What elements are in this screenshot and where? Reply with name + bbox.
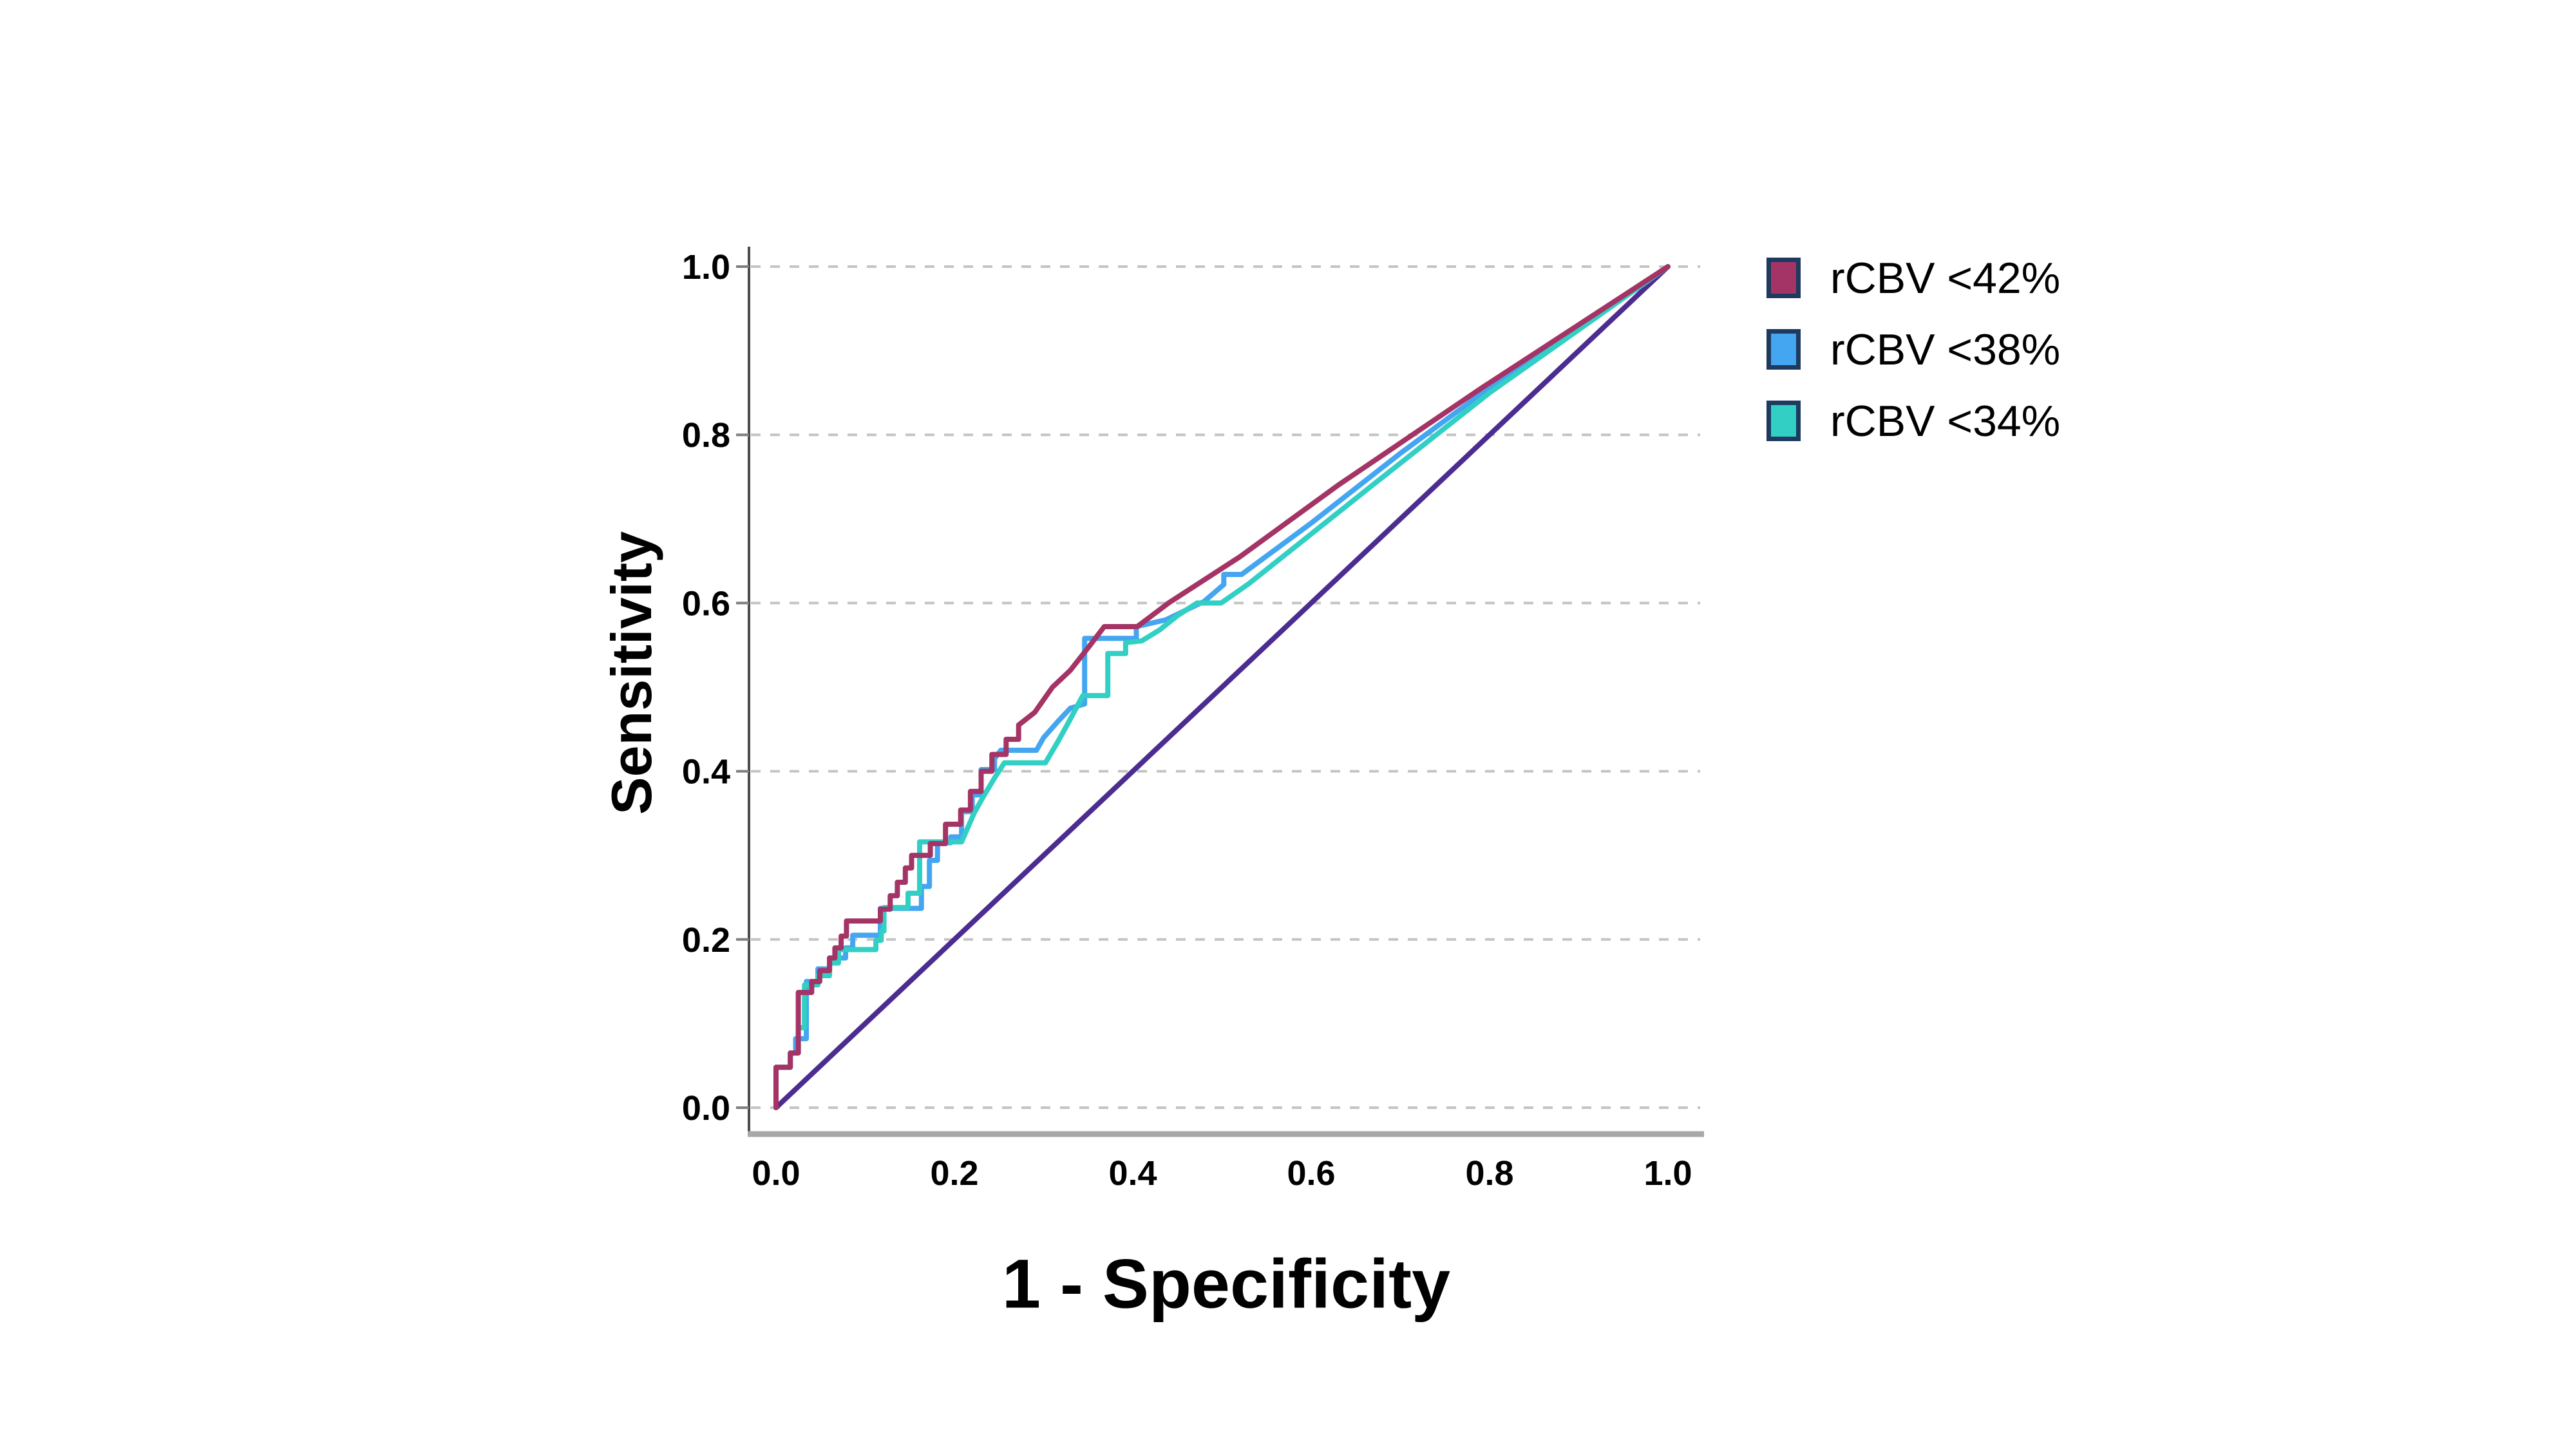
legend-label-rcbv-38: rCBV <38% xyxy=(1830,325,2061,374)
legend-item-rcbv-38: rCBV <38% xyxy=(1766,325,2060,374)
y-tick-label-1.0: 1.0 xyxy=(682,248,730,287)
legend-item-rcbv-42: rCBV <42% xyxy=(1766,254,2060,303)
x-tick-label-0.0: 0.0 xyxy=(752,1154,800,1193)
y-tick-label-0.4: 0.4 xyxy=(682,753,730,791)
legend-swatch-rcbv-38-icon xyxy=(1766,329,1801,370)
x-tick-label-0.6: 0.6 xyxy=(1287,1154,1335,1193)
legend-label-rcbv-34: rCBV <34% xyxy=(1830,396,2061,446)
y-tick-label-0.6: 0.6 xyxy=(682,584,730,623)
x-axis-title: 1 - Specificity xyxy=(1001,1244,1451,1323)
legend: rCBV <42% rCBV <38% rCBV <34% xyxy=(1766,254,2060,472)
legend-swatch-rcbv-34-icon xyxy=(1766,401,1801,441)
roc-curve-rcbv-42 xyxy=(773,264,1671,1110)
x-tick-label-0.2: 0.2 xyxy=(930,1154,978,1193)
legend-swatch-rcbv-42-icon xyxy=(1766,258,1801,298)
legend-item-rcbv-34: rCBV <34% xyxy=(1766,397,2060,446)
y-axis-title: Sensitivity xyxy=(600,531,663,815)
x-tick-label-1.0: 1.0 xyxy=(1643,1154,1692,1193)
x-tick-label-0.8: 0.8 xyxy=(1465,1154,1513,1193)
y-tick-label-0.8: 0.8 xyxy=(682,416,730,455)
y-tick-label-0.0: 0.0 xyxy=(682,1089,730,1128)
reference-diagonal-line xyxy=(773,264,1671,1110)
y-tick-label-0.2: 0.2 xyxy=(682,921,730,960)
x-tick-label-0.4: 0.4 xyxy=(1108,1154,1157,1193)
legend-label-rcbv-42: rCBV <42% xyxy=(1830,253,2061,303)
